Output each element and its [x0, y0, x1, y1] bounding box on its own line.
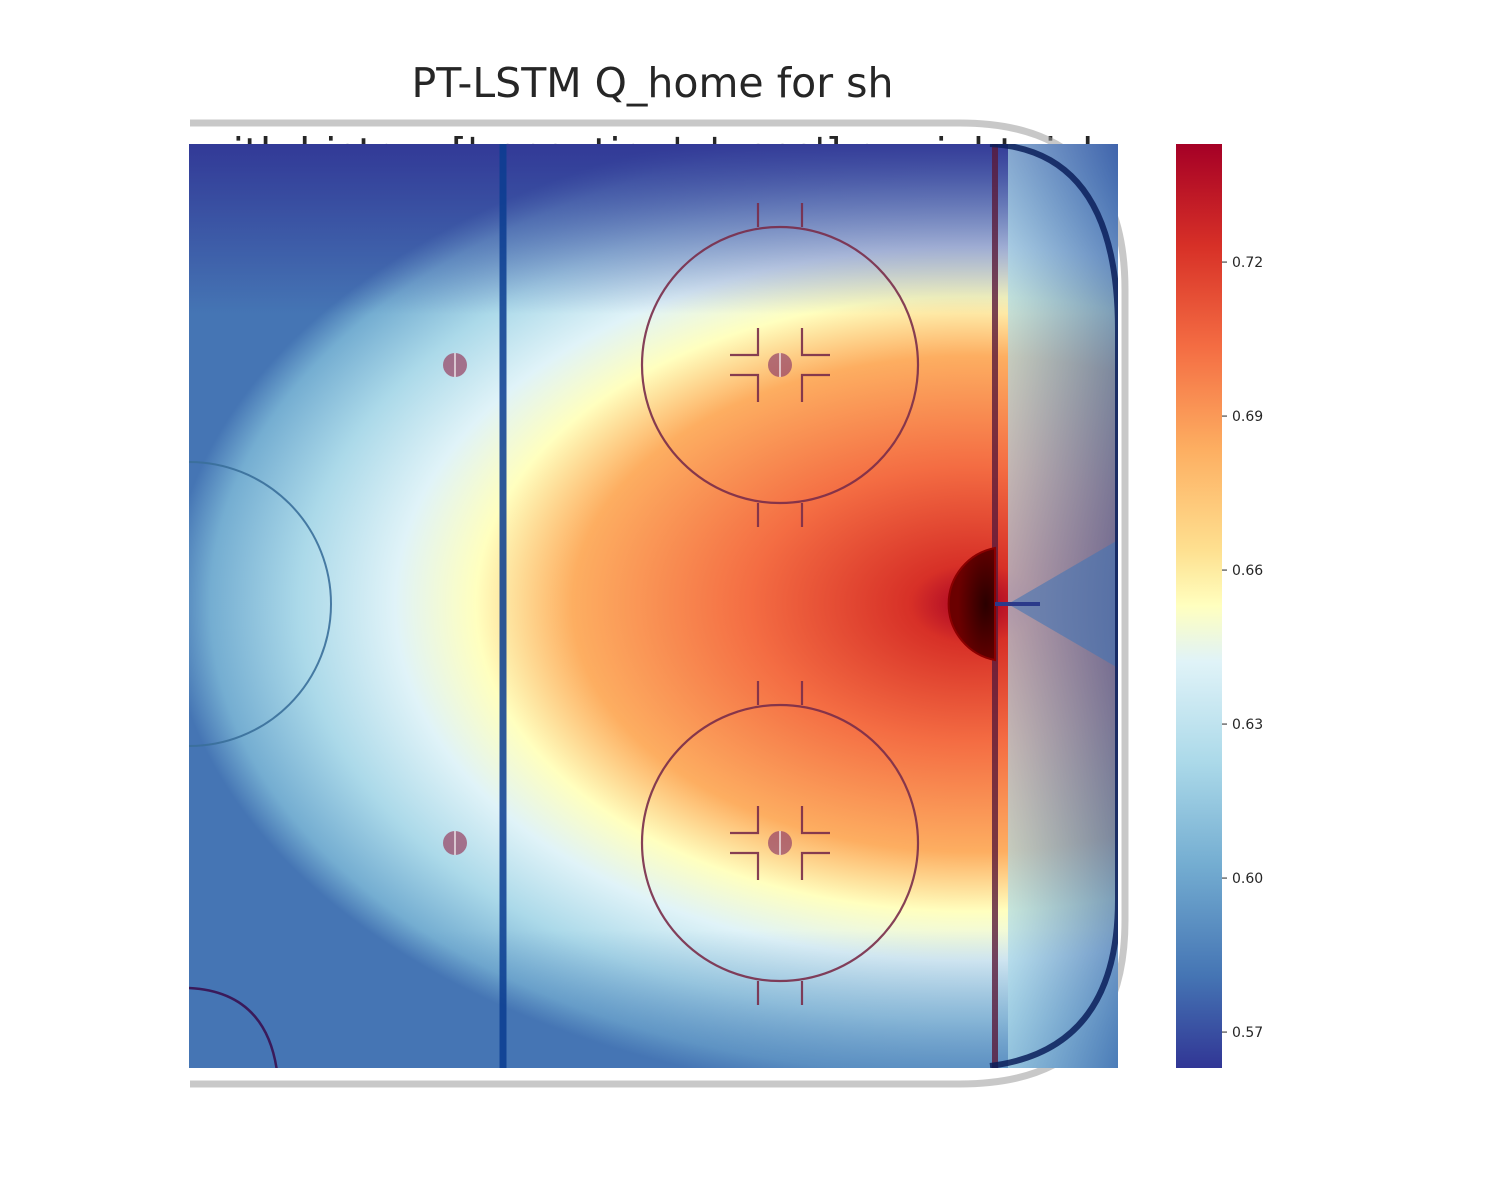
colorbar-tick-label: 0.72 [1232, 255, 1263, 271]
rink-boards [190, 119, 1129, 1088]
faceoff-dot-bottom [768, 831, 792, 855]
colorbar-tick-label: 0.66 [1232, 563, 1263, 579]
faceoff-dot-top [768, 353, 792, 377]
faceoff-circle-bottom [640, 681, 920, 1005]
faceoff-circle-top [640, 203, 920, 527]
heatmap-top-fade [189, 144, 1118, 314]
behind-net-wedge [1008, 540, 1118, 668]
colorbar: 0.57 0.60 0.63 0.66 0.69 0.72 [1176, 144, 1263, 1068]
colorbar-gradient [1176, 144, 1222, 1068]
colorbar-ticks: 0.57 0.60 0.63 0.66 0.69 0.72 [1222, 255, 1263, 1041]
colorbar-tick-label: 0.69 [1232, 409, 1263, 425]
center-circle [189, 461, 332, 747]
heatmap-bottom-fade [189, 930, 1118, 1068]
lower-left-arc [189, 986, 278, 1068]
colorbar-tick-label: 0.60 [1232, 871, 1263, 887]
colorbar-tick-label: 0.57 [1232, 1025, 1263, 1041]
chart-title-line-1: PT-LSTM Q_home for sh [411, 59, 894, 107]
heatmap-area [189, 144, 1118, 1068]
goal-crease [947, 546, 996, 662]
neutral-dot-top [443, 353, 467, 377]
right-end-boards [989, 144, 1118, 1068]
colorbar-tick-label: 0.63 [1232, 717, 1263, 733]
neutral-dot-bottom [443, 831, 467, 855]
